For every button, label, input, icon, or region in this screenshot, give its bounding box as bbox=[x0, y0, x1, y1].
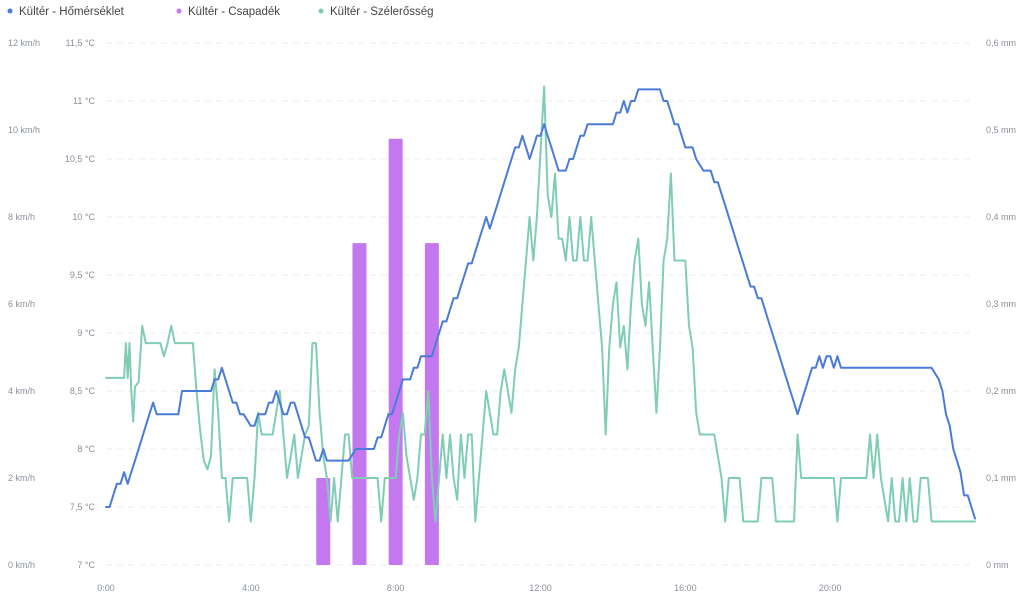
x-tick-label: 12:00 bbox=[529, 583, 552, 593]
precipitation-tick-label: 0,6 mm bbox=[986, 38, 1016, 48]
wind-tick-label: 4 km/h bbox=[8, 386, 35, 396]
temperature-tick-label: 7 °C bbox=[77, 560, 95, 570]
temperature-tick-label: 11 °C bbox=[73, 96, 95, 106]
temperature-tick-label: 7,5 °C bbox=[70, 502, 96, 512]
temperature-tick-label: 8,5 °C bbox=[70, 386, 96, 396]
wind-tick-label: 2 km/h bbox=[8, 473, 35, 483]
legend-item-3[interactable]: Kültér - Szélerősség bbox=[330, 6, 434, 18]
temperature-axis: 7 °C 7,5 °C 8 °C 8,5 °C 9 °C 9,5 °C 10 °C 10,5 … bbox=[65, 38, 96, 570]
precipitation-axis: 0 mm 0,1 mm 0,2 mm 0,3 mm 0,4 mm 0,5 mm 0,6 mm bbox=[986, 38, 1016, 570]
temperature-tick-label: 9,5 °C bbox=[70, 270, 96, 280]
wind-axis: 0 km/h 2 km/h 4 km/h 6 km/h 8 km/h 10 km/h 12 … bbox=[8, 38, 40, 570]
precipitation-bar bbox=[352, 243, 367, 565]
legend-item-1[interactable]: Kültér - Hőmérséklet bbox=[19, 6, 125, 18]
temperature-tick-label: 10,5 °C bbox=[65, 154, 96, 164]
temperature-tick-label: 8 °C bbox=[77, 444, 95, 454]
x-tick-label: 4:00 bbox=[242, 583, 260, 593]
wind-tick-label: 6 km/h bbox=[8, 299, 35, 309]
precipitation-bar bbox=[388, 138, 403, 565]
x-tick-label: 20:00 bbox=[819, 583, 842, 593]
precipitation-bar bbox=[316, 478, 331, 565]
precipitation-tick-label: 0,4 mm bbox=[986, 212, 1016, 222]
grid-lines bbox=[106, 42, 975, 566]
legend-marker-2 bbox=[176, 8, 182, 14]
temperature-tick-label: 11,5 °C bbox=[66, 38, 96, 48]
temperature-tick-label: 9 °C bbox=[77, 328, 95, 338]
precipitation-tick-label: 0,1 mm bbox=[986, 473, 1016, 483]
legend-item-2[interactable]: Kültér - Csapadék bbox=[188, 6, 280, 18]
wind-tick-label: 10 km/h bbox=[8, 125, 40, 135]
x-axis: 0:00 4:00 8:00 12:00 16:00 20:00 bbox=[97, 583, 841, 593]
x-tick-label: 16:00 bbox=[674, 583, 697, 593]
wind-series-line bbox=[105, 85, 976, 523]
legend-marker-1 bbox=[7, 8, 13, 14]
precipitation-tick-label: 0,5 mm bbox=[986, 125, 1016, 135]
precipitation-tick-label: 0,3 mm bbox=[986, 299, 1016, 309]
x-tick-label: 0:00 bbox=[97, 583, 115, 593]
temperature-tick-label: 10 °C bbox=[72, 212, 95, 222]
precipitation-tick-label: 0,2 mm bbox=[986, 386, 1016, 396]
wind-tick-label: 0 km/h bbox=[8, 560, 35, 570]
legend[interactable]: Kültér - Hőmérséklet Kültér - Csapadék Kül… bbox=[7, 6, 434, 18]
x-tick-label: 8:00 bbox=[387, 583, 405, 593]
precipitation-bar bbox=[424, 243, 439, 565]
wind-tick-label: 12 km/h bbox=[8, 38, 40, 48]
wind-tick-label: 8 km/h bbox=[8, 212, 35, 222]
temperature-series-line bbox=[105, 88, 976, 520]
series-lines bbox=[105, 85, 976, 523]
precipitation-tick-label: 0 mm bbox=[986, 560, 1009, 570]
precipitation-bars bbox=[316, 138, 439, 565]
legend-marker-3 bbox=[318, 8, 324, 14]
